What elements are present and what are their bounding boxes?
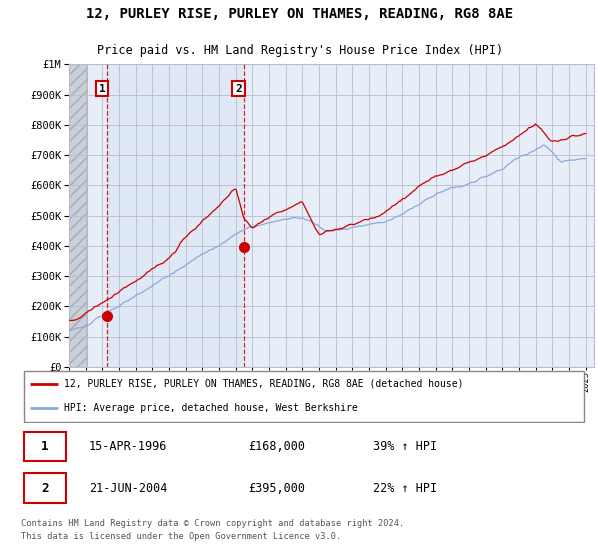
FancyBboxPatch shape — [24, 371, 584, 422]
Text: HPI: Average price, detached house, West Berkshire: HPI: Average price, detached house, West… — [64, 403, 357, 413]
Text: 2: 2 — [235, 83, 242, 94]
Text: 22% ↑ HPI: 22% ↑ HPI — [373, 482, 437, 494]
Text: 2: 2 — [41, 482, 49, 494]
FancyBboxPatch shape — [24, 432, 67, 461]
Text: £168,000: £168,000 — [248, 440, 305, 453]
Text: 21-JUN-2004: 21-JUN-2004 — [89, 482, 167, 494]
Text: £395,000: £395,000 — [248, 482, 305, 494]
Text: 12, PURLEY RISE, PURLEY ON THAMES, READING, RG8 8AE (detached house): 12, PURLEY RISE, PURLEY ON THAMES, READI… — [64, 379, 463, 389]
FancyBboxPatch shape — [24, 473, 67, 503]
Text: 15-APR-1996: 15-APR-1996 — [89, 440, 167, 453]
Text: Contains HM Land Registry data © Crown copyright and database right 2024.
This d: Contains HM Land Registry data © Crown c… — [21, 520, 404, 541]
Text: 39% ↑ HPI: 39% ↑ HPI — [373, 440, 437, 453]
Text: Price paid vs. HM Land Registry's House Price Index (HPI): Price paid vs. HM Land Registry's House … — [97, 44, 503, 57]
Bar — [69, 64, 87, 367]
Text: 1: 1 — [99, 83, 106, 94]
Text: 12, PURLEY RISE, PURLEY ON THAMES, READING, RG8 8AE: 12, PURLEY RISE, PURLEY ON THAMES, READI… — [86, 7, 514, 21]
Text: 1: 1 — [41, 440, 49, 453]
Bar — [107, 64, 244, 367]
